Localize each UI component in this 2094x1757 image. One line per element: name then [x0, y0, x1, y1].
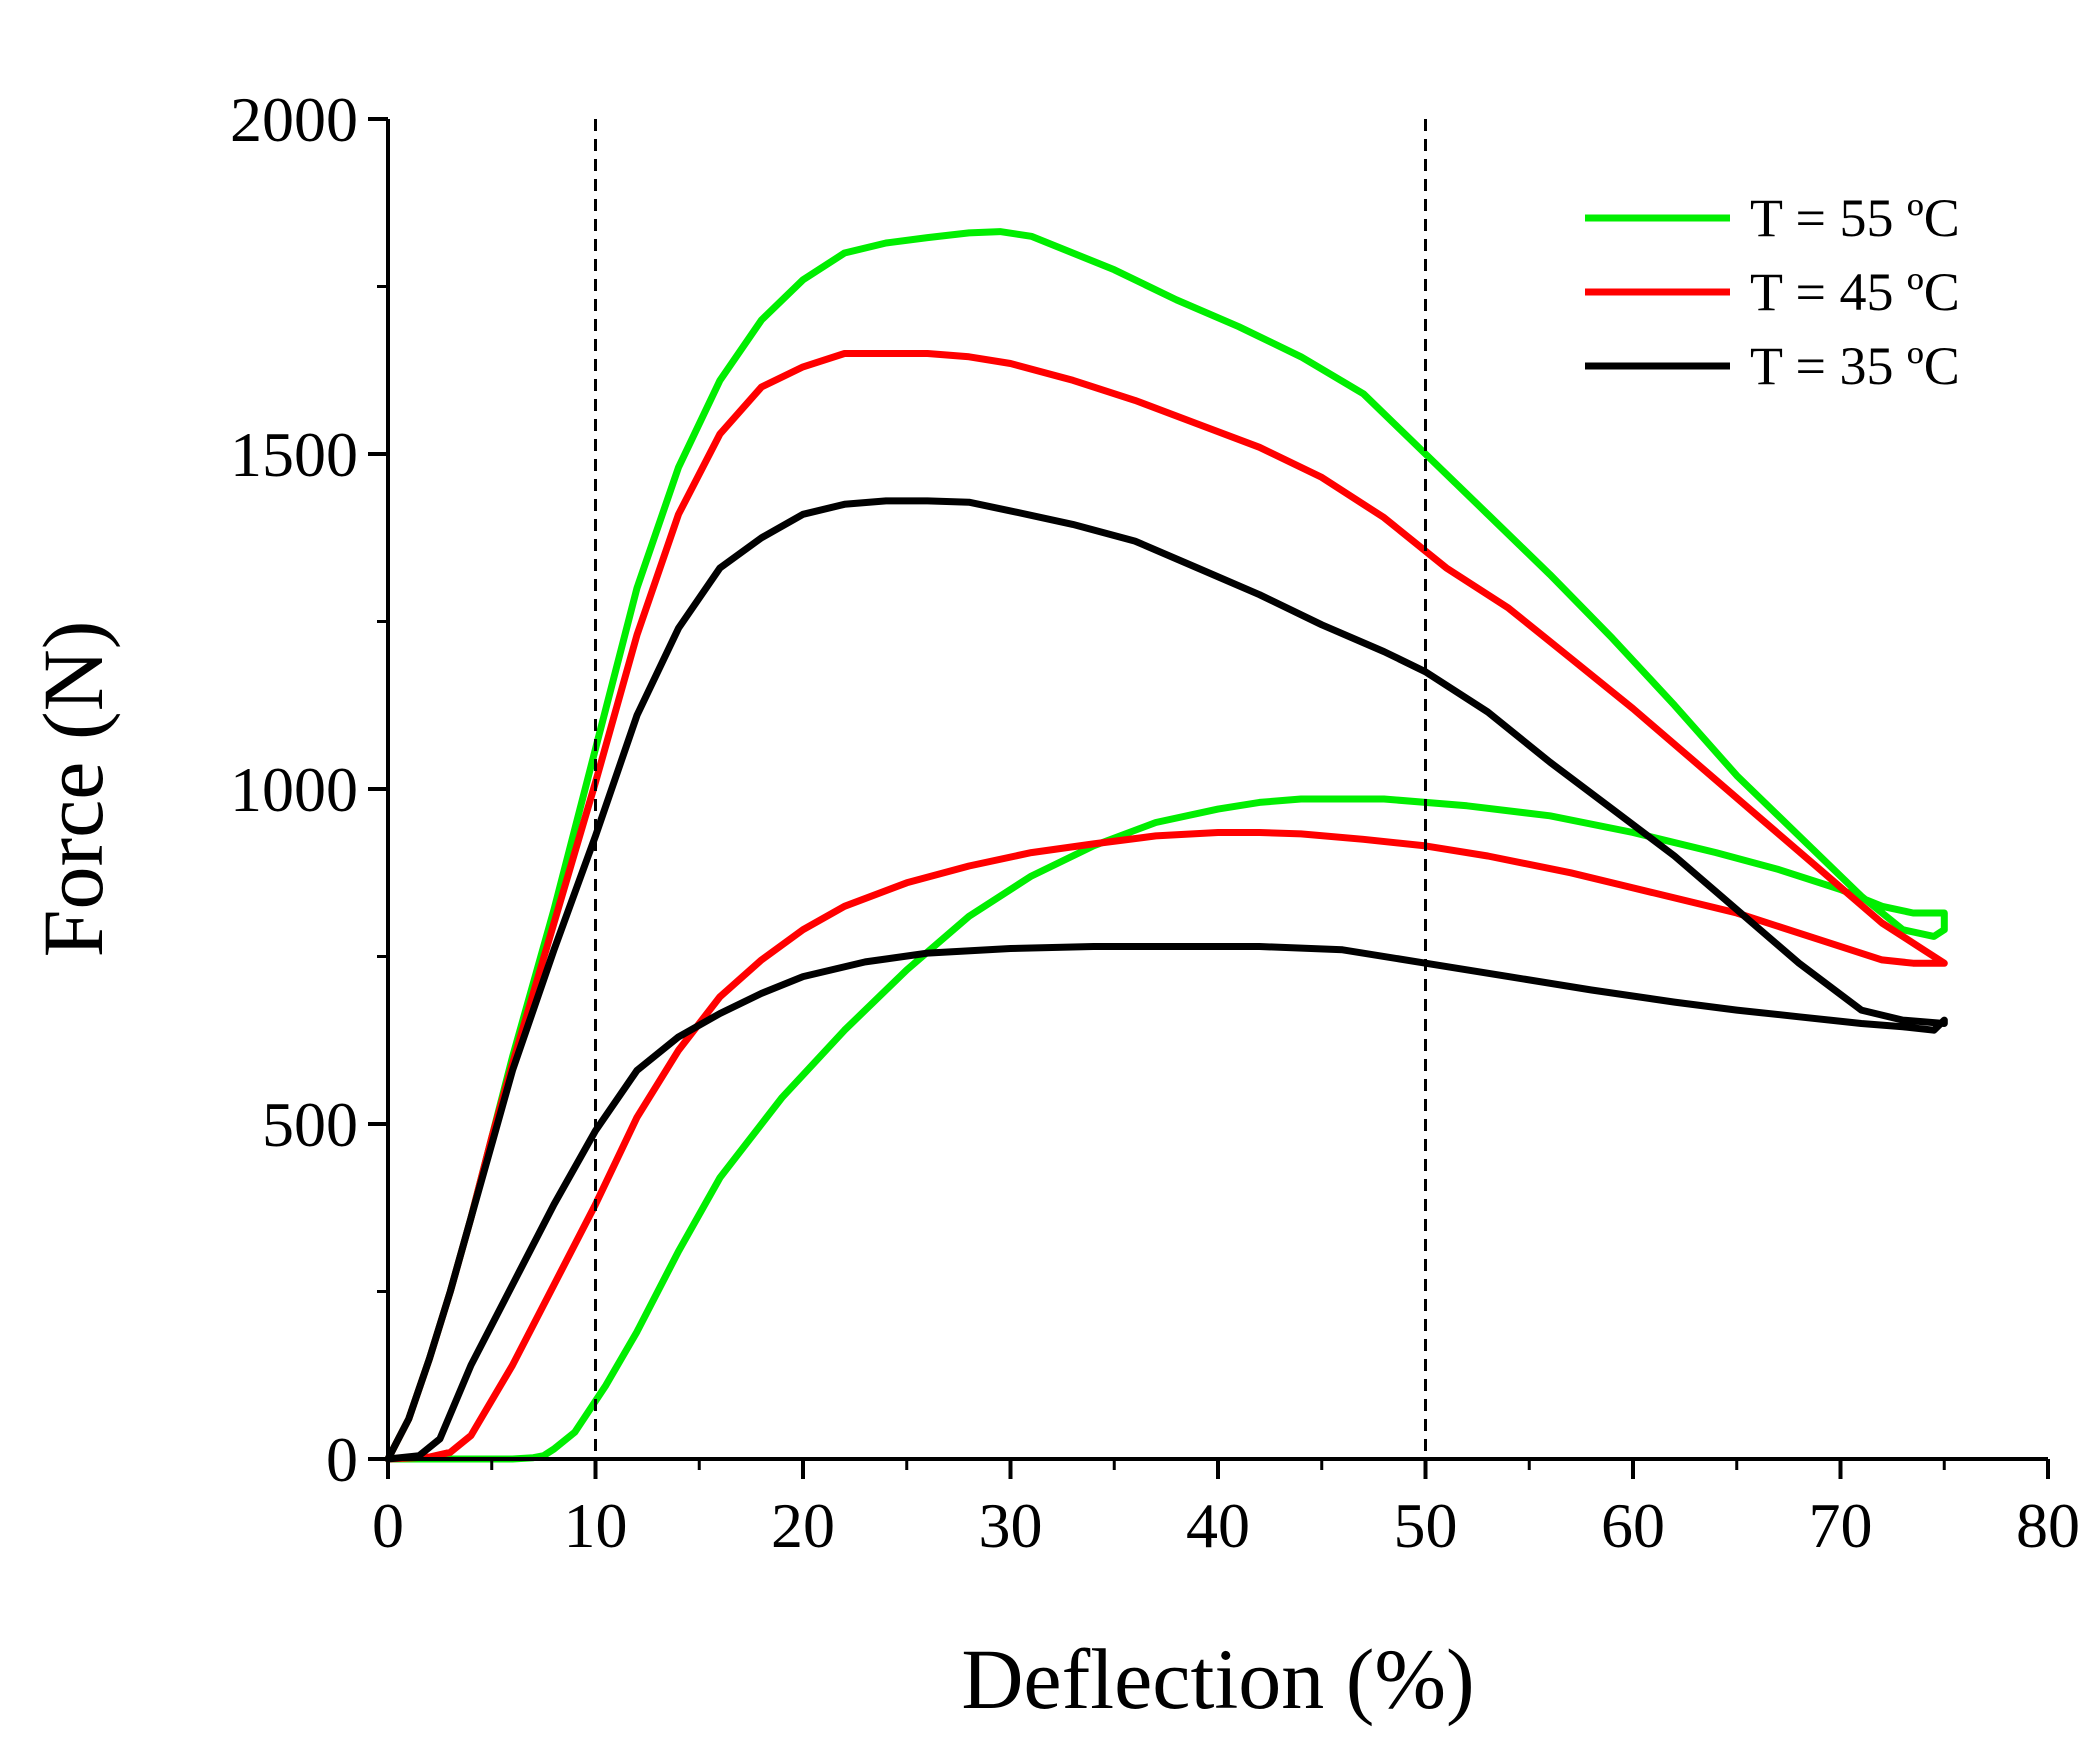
series-line-3 — [384, 497, 1948, 1463]
x-tick-label: 40 — [1186, 1490, 1250, 1561]
x-tick-label: 50 — [1394, 1490, 1458, 1561]
y-axis-title: Force (N) — [25, 621, 121, 958]
x-tick-label: 10 — [564, 1490, 628, 1561]
x-tick-label: 70 — [1809, 1490, 1873, 1561]
legend-label: T = 55 ºC — [1750, 188, 1960, 248]
x-tick-label: 30 — [979, 1490, 1043, 1561]
y-tick-label: 500 — [262, 1089, 358, 1160]
y-tick-label: 2000 — [230, 84, 358, 155]
y-tick-label: 0 — [326, 1424, 358, 1495]
x-tick-label: 0 — [372, 1490, 404, 1561]
x-tick-label: 80 — [2016, 1490, 2080, 1561]
x-tick-label: 20 — [771, 1490, 835, 1561]
x-axis-title: Deflection (%) — [961, 1631, 1474, 1727]
series-line-1 — [384, 228, 1948, 1463]
series-line-2 — [384, 350, 1948, 1463]
x-tick-label: 60 — [1601, 1490, 1665, 1561]
legend-label: T = 35 ºC — [1750, 336, 1960, 396]
reference-lines — [594, 119, 1427, 1459]
ticks: 0 10 20 30 40 50 60 70 80 0 500 1000 1500 2000 — [230, 84, 2080, 1561]
legend: T = 55 ºC T = 45 ºC T = 35 ºC — [1585, 188, 1960, 396]
plot-lines — [384, 228, 1948, 1463]
y-tick-label: 1000 — [230, 754, 358, 825]
legend-label: T = 45 ºC — [1750, 262, 1960, 322]
y-tick-label: 1500 — [230, 419, 358, 490]
